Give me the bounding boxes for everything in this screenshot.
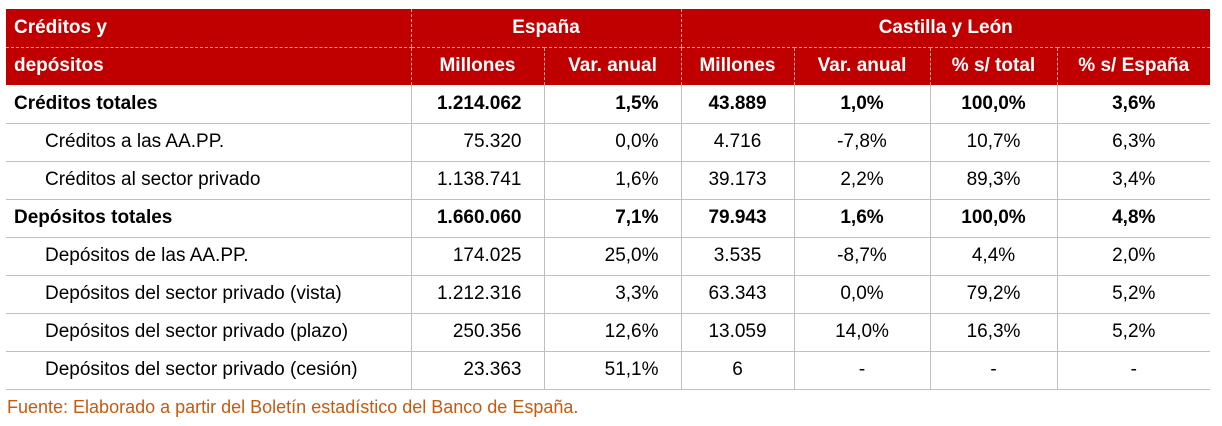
cell-cyl-var: 14,0% <box>793 313 930 352</box>
cell-es-millones: 23.363 <box>410 351 544 390</box>
header-millones-spain: Millones <box>410 47 544 85</box>
cell-cyl-millones: 13.059 <box>680 313 794 352</box>
cell-es-var: 1,5% <box>543 85 681 124</box>
header-var-anual-cyl: Var. anual <box>793 47 930 85</box>
table-row: Depósitos del sector privado (cesión) 23… <box>6 351 1210 390</box>
cell-es-millones: 75.320 <box>410 123 544 162</box>
header-var-anual-spain: Var. anual <box>543 47 681 85</box>
table-row: Depósitos totales 1.660.060 7,1% 79.943 … <box>6 199 1210 238</box>
cell-cyl-millones: 4.716 <box>680 123 794 162</box>
cell-pct-espana: 2,0% <box>1056 237 1210 276</box>
row-label: Depósitos del sector privado (vista) <box>6 275 411 314</box>
table-row: Créditos totales 1.214.062 1,5% 43.889 1… <box>6 85 1210 124</box>
data-table: Créditos y España Castilla y León depósi… <box>6 9 1210 390</box>
table-row: Créditos al sector privado 1.138.741 1,6… <box>6 161 1210 200</box>
cell-cyl-millones: 39.173 <box>680 161 794 200</box>
cell-es-var: 3,3% <box>543 275 681 314</box>
table-row: Créditos a las AA.PP. 75.320 0,0% 4.716 … <box>6 123 1210 162</box>
cell-pct-espana: 5,2% <box>1056 313 1210 352</box>
cell-es-millones: 1.138.741 <box>410 161 544 200</box>
cell-pct-total: 89,3% <box>929 161 1057 200</box>
cell-pct-total: 16,3% <box>929 313 1057 352</box>
cell-pct-espana: 3,6% <box>1056 85 1210 124</box>
row-label: Créditos totales <box>6 85 411 124</box>
cell-cyl-var: 1,0% <box>793 85 930 124</box>
cell-cyl-var: 1,6% <box>793 199 930 238</box>
cell-es-millones: 1.660.060 <box>410 199 544 238</box>
cell-es-millones: 1.212.316 <box>410 275 544 314</box>
cell-cyl-millones: 43.889 <box>680 85 794 124</box>
row-label: Depósitos de las AA.PP. <box>6 237 411 276</box>
cell-cyl-millones: 3.535 <box>680 237 794 276</box>
header-millones-cyl: Millones <box>680 47 794 85</box>
cell-pct-total: 79,2% <box>929 275 1057 314</box>
cell-cyl-var: 0,0% <box>793 275 930 314</box>
header-row-label-line1: Créditos y <box>6 9 411 48</box>
header-row-label-line2: depósitos <box>6 47 411 85</box>
cell-pct-espana: 6,3% <box>1056 123 1210 162</box>
cell-pct-total: - <box>929 351 1057 390</box>
cell-pct-total: 100,0% <box>929 85 1057 124</box>
cell-cyl-millones: 79.943 <box>680 199 794 238</box>
cell-pct-espana: - <box>1056 351 1210 390</box>
row-label: Créditos al sector privado <box>6 161 411 200</box>
cell-cyl-var: -8,7% <box>793 237 930 276</box>
header-pct-espana: % s/ España <box>1056 47 1210 85</box>
cell-es-var: 7,1% <box>543 199 681 238</box>
row-label: Depósitos del sector privado (cesión) <box>6 351 411 390</box>
header-group-cyl: Castilla y León <box>680 9 1210 48</box>
cell-pct-total: 10,7% <box>929 123 1057 162</box>
cell-cyl-millones: 6 <box>680 351 794 390</box>
cell-cyl-var: -7,8% <box>793 123 930 162</box>
row-label: Créditos a las AA.PP. <box>6 123 411 162</box>
header-row-1: Créditos y España Castilla y León <box>6 9 1210 48</box>
cell-es-millones: 1.214.062 <box>410 85 544 124</box>
cell-es-millones: 174.025 <box>410 237 544 276</box>
table-row: Depósitos de las AA.PP. 174.025 25,0% 3.… <box>6 237 1210 276</box>
cell-cyl-var: 2,2% <box>793 161 930 200</box>
row-label: Depósitos totales <box>6 199 411 238</box>
cell-es-var: 0,0% <box>543 123 681 162</box>
cell-es-var: 25,0% <box>543 237 681 276</box>
cell-cyl-var: - <box>793 351 930 390</box>
cell-es-var: 1,6% <box>543 161 681 200</box>
header-group-spain: España <box>410 9 681 48</box>
cell-pct-espana: 5,2% <box>1056 275 1210 314</box>
cell-es-var: 12,6% <box>543 313 681 352</box>
cell-pct-espana: 4,8% <box>1056 199 1210 238</box>
header-pct-total: % s/ total <box>929 47 1057 85</box>
table-row: Depósitos del sector privado (plazo) 250… <box>6 313 1210 352</box>
cell-pct-total: 100,0% <box>929 199 1057 238</box>
source-note: Fuente: Elaborado a partir del Boletín e… <box>7 397 579 417</box>
cell-cyl-millones: 63.343 <box>680 275 794 314</box>
cell-es-var: 51,1% <box>543 351 681 390</box>
table-row: Depósitos del sector privado (vista) 1.2… <box>6 275 1210 314</box>
cell-pct-espana: 3,4% <box>1056 161 1210 200</box>
header-row-2: depósitos Millones Var. anual Millones V… <box>6 47 1210 85</box>
row-label: Depósitos del sector privado (plazo) <box>6 313 411 352</box>
cell-pct-total: 4,4% <box>929 237 1057 276</box>
cell-es-millones: 250.356 <box>410 313 544 352</box>
